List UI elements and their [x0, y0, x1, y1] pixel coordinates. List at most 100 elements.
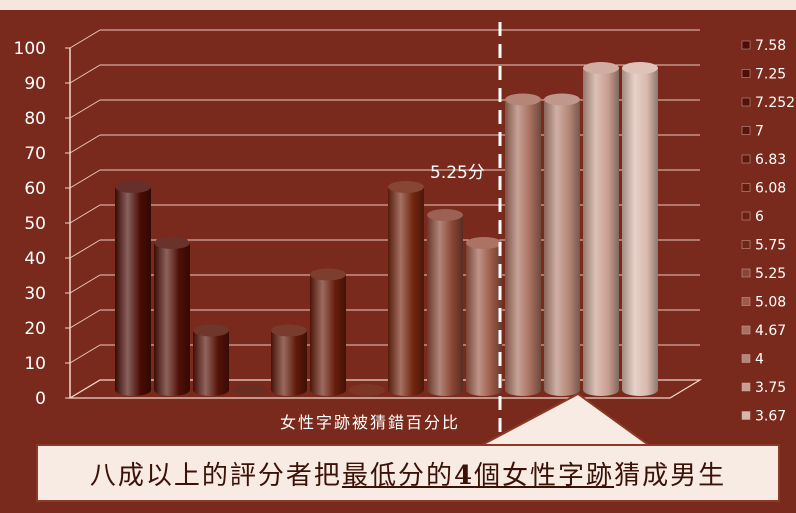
bars: [115, 62, 658, 396]
y-tick-label: 20: [24, 319, 46, 339]
bar-top: [388, 181, 424, 193]
legend-swatch: [741, 382, 751, 392]
legend-label: 6.83: [755, 152, 786, 168]
bar-top: [583, 62, 619, 74]
y-tick-label: 0: [35, 389, 46, 409]
bar-7.252: [193, 324, 229, 396]
bar-3.75: [583, 62, 619, 396]
legend-swatch: [741, 411, 751, 420]
bar-top: [544, 93, 580, 106]
bar-body: [115, 187, 151, 396]
bar-4.67: [505, 93, 541, 396]
x-axis-label: 女性字跡被猜錯百分比: [280, 413, 460, 432]
legend-swatch: [741, 297, 751, 306]
y-axis: 0 10 20 30 40 50 60 70 80 90 100: [14, 39, 71, 409]
bar-disc: [232, 384, 268, 396]
bar-top: [466, 237, 502, 249]
bar-top: [505, 93, 541, 106]
bar-5.08: [466, 237, 502, 396]
bar-top: [271, 324, 307, 337]
bar-body: [427, 215, 463, 396]
legend-label: 4: [755, 352, 764, 368]
legend-label: 7.252: [755, 95, 795, 111]
legend: 7.58 7.25 7.252 7 6.83 6.08 6 5.75 5.25 5.08 4.67 4…: [741, 38, 795, 425]
gridline-depth: [69, 274, 101, 294]
y-tick-label: 100: [14, 39, 46, 59]
bar-7.58: [115, 181, 151, 396]
bar-6.83: [271, 324, 307, 396]
gridline-depth: [69, 204, 101, 224]
y-tick-label: 80: [24, 109, 46, 129]
bar-body: [544, 99, 580, 396]
y-tick-label: 40: [24, 249, 46, 269]
bar-4: [544, 93, 580, 396]
gridline-depth: [69, 134, 101, 154]
y-tick-label: 60: [24, 179, 46, 199]
callout-text-3: 猜成男生: [614, 460, 727, 491]
y-tick-label: 70: [24, 144, 46, 164]
bar-top: [154, 237, 190, 249]
legend-label: 6: [755, 209, 764, 225]
bar-body: [505, 99, 541, 396]
callout-text-2: 最低分的4個女性字跡: [342, 455, 614, 492]
legend-swatch: [741, 325, 751, 335]
legend-label: 5.08: [755, 295, 786, 311]
legend-label: 4.67: [755, 323, 786, 339]
bar-top: [193, 324, 229, 337]
legend-label: 6.08: [755, 181, 786, 197]
legend-swatch: [741, 40, 751, 50]
legend-label: 5.75: [755, 238, 786, 254]
y-tick-label: 10: [24, 354, 46, 374]
floor: [67, 379, 703, 399]
legend-label: 7.58: [755, 38, 786, 54]
y-tick-label: 90: [24, 74, 46, 94]
threshold-label: 5.25分: [430, 163, 485, 183]
bar-chart: 0 10 20 30 40 50 60 70 80 90 100 7.58 7.25 7.252 7 6.8…: [14, 22, 795, 447]
y-tick-label: 50: [24, 214, 46, 234]
bar-top: [115, 181, 151, 193]
gridline-depth: [69, 29, 101, 49]
callout-text-2a: 最低分的: [341, 460, 454, 491]
bar-top: [427, 209, 463, 221]
gridline-depth: [69, 309, 101, 329]
legend-swatch: [741, 211, 751, 221]
gridline-depth: [69, 99, 101, 119]
bar-body: [388, 187, 424, 396]
bar-7.25: [154, 237, 190, 396]
callout-number: 4: [453, 460, 475, 491]
bar-3.67: [622, 62, 658, 396]
y-tick-label: 30: [24, 284, 46, 304]
legend-swatch: [741, 154, 751, 164]
bar-6: [349, 384, 385, 396]
bar-body: [583, 68, 619, 396]
legend-swatch: [741, 126, 751, 135]
legend-label: 3.75: [755, 380, 786, 396]
legend-swatch: [741, 183, 751, 192]
legend-swatch: [741, 240, 751, 249]
gridline-depth: [69, 169, 101, 189]
bar-body: [310, 274, 346, 396]
bar-6.08: [310, 268, 346, 396]
bar-5.75: [388, 181, 424, 396]
gridline-depth: [69, 64, 101, 84]
bar-body: [271, 330, 307, 396]
bar-top: [622, 62, 658, 74]
bar-body: [622, 68, 658, 396]
legend-label: 5.25: [755, 266, 786, 282]
bar-body: [154, 243, 190, 396]
legend-swatch: [741, 354, 751, 363]
gridline-depth: [69, 239, 101, 259]
callout-pointer: [479, 392, 654, 447]
bar-body: [466, 243, 502, 396]
bar-7: [232, 384, 268, 396]
legend-label: 7.25: [755, 67, 786, 83]
callout-text-1: 八成以上的評分者把: [89, 460, 342, 491]
legend-swatch: [741, 268, 751, 278]
bar-5.25: [427, 209, 463, 396]
legend-swatch: [741, 97, 751, 107]
gridline-depth: [69, 344, 101, 364]
legend-swatch: [741, 69, 751, 78]
chart-panel: 0 10 20 30 40 50 60 70 80 90 100 7.58 7.25 7.252 7 6.8…: [0, 10, 796, 513]
bar-disc: [349, 384, 385, 396]
